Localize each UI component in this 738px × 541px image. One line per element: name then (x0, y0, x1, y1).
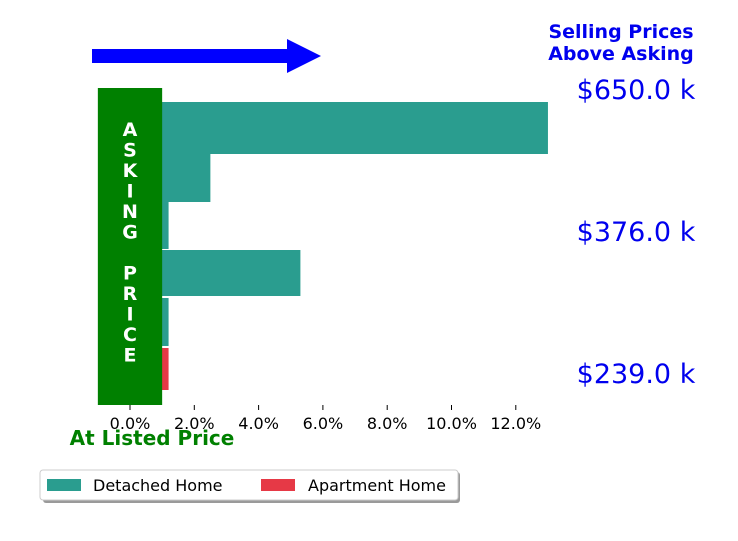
asking-letter-0: A (123, 119, 138, 141)
bars-layer (130, 102, 548, 390)
asking-price-band (97, 88, 163, 405)
legend: Detached Home Apartment Home (39, 469, 460, 503)
asking-letter-4: N (122, 201, 138, 223)
price-label-bottom: $239.0 k (577, 359, 696, 390)
x-tick-label-5: 10.0% (426, 414, 477, 433)
x-tick-label-0: 0.0% (110, 414, 151, 433)
price-label-top: $650.0 k (577, 75, 696, 106)
asking-letter-2: K (123, 160, 139, 182)
legend-swatch-apartment (261, 479, 295, 491)
asking-letter-10: C (123, 324, 137, 346)
x-axis: 0.0% 2.0% 4.0% 6.0% 8.0% 10.0% 12.0% (110, 405, 541, 433)
legend-label-detached: Detached Home (93, 476, 223, 495)
asking-letter-1: S (123, 140, 137, 162)
legend-label-apartment: Apartment Home (308, 476, 446, 495)
asking-letter-5: G (122, 222, 138, 244)
asking-letter-11: E (124, 345, 137, 367)
x-tick-label-3: 6.0% (303, 414, 344, 433)
annotation-above-line-1: Selling Prices (548, 21, 693, 43)
legend-swatch-detached (47, 479, 81, 491)
bar-0 (130, 102, 548, 154)
x-tick-label-6: 12.0% (490, 414, 541, 433)
annotation-below: At Listed Price (70, 426, 235, 450)
asking-letter-9: I (126, 304, 133, 326)
annotation-above-line-2: Above Asking (548, 43, 694, 65)
arrow-right-icon (92, 39, 321, 73)
x-tick-label-4: 8.0% (367, 414, 408, 433)
price-label-middle: $376.0 k (577, 217, 696, 248)
x-tick-label-1: 2.0% (174, 414, 215, 433)
asking-letter-8: R (123, 283, 138, 305)
asking-letter-3: I (126, 181, 133, 203)
asking-letter-7: P (123, 263, 137, 285)
x-tick-label-2: 4.0% (238, 414, 279, 433)
